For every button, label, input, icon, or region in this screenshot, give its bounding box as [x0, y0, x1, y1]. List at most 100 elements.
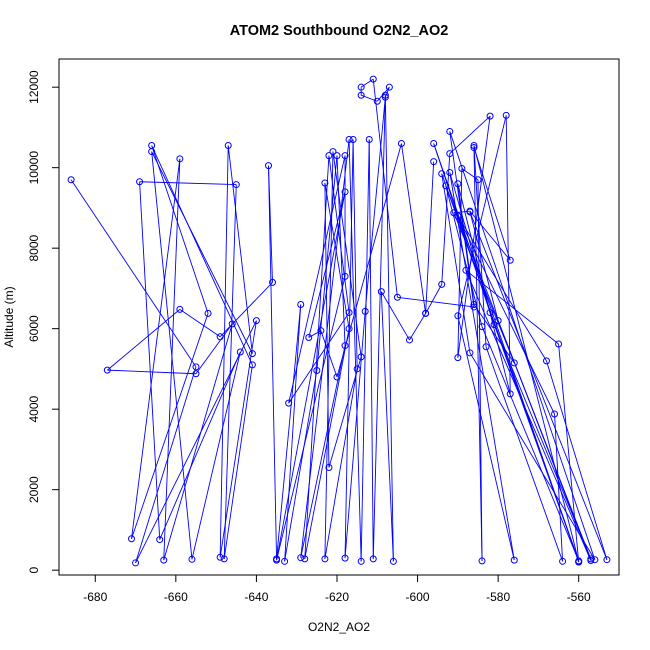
data-point [478, 557, 486, 565]
series-segment [139, 181, 161, 540]
data-point [341, 342, 349, 350]
data-point [454, 180, 462, 188]
x-tick-label: -620 [325, 590, 349, 604]
data-point [385, 83, 393, 91]
data-point [136, 178, 144, 186]
data-point [224, 142, 232, 150]
x-tick-label: -660 [164, 590, 188, 604]
chart-title: ATOM2 Southbound O2N2_AO2 [230, 23, 449, 39]
data-point [345, 325, 353, 333]
data-point [236, 348, 244, 356]
data-point [128, 535, 136, 543]
data-point [377, 288, 385, 296]
series-segment [139, 181, 237, 186]
series-segment [131, 313, 209, 539]
data-point [353, 365, 361, 373]
data-point [357, 91, 365, 99]
data-point [454, 212, 462, 220]
y-tick-label: 8000 [27, 235, 41, 262]
data-point [389, 557, 397, 565]
data-point [470, 303, 478, 311]
series-segment [485, 346, 564, 562]
y-tick-label: 4000 [27, 396, 41, 423]
data-point [442, 182, 450, 190]
series-segment [348, 139, 362, 562]
y-tick-label: 12000 [27, 70, 41, 104]
data-point [510, 359, 518, 367]
series-segment [300, 345, 346, 558]
series-segment [324, 182, 330, 468]
data-point [345, 309, 353, 317]
series-segment [131, 158, 181, 539]
data-point [482, 343, 490, 351]
data-point [285, 399, 293, 407]
data-point [365, 135, 373, 143]
data-point [103, 366, 111, 374]
series-segment [449, 115, 491, 154]
series-segment [159, 351, 241, 540]
data-point [232, 181, 240, 189]
series-segment [360, 78, 374, 88]
data-point [587, 555, 595, 563]
series-segment [425, 161, 435, 314]
data-point [281, 557, 289, 565]
data-point [176, 305, 184, 313]
data-point [397, 140, 405, 148]
data-point [462, 266, 470, 274]
series-segment [372, 79, 398, 298]
data-point [341, 188, 349, 196]
data-point [542, 357, 550, 365]
series-segment [107, 309, 181, 371]
data-point [273, 556, 281, 564]
series-segment [276, 191, 346, 561]
series-segment [469, 211, 608, 560]
series-segment [344, 311, 366, 559]
series-segment [457, 315, 515, 561]
series-segment [320, 330, 338, 378]
series-segment [505, 115, 511, 394]
data-point [446, 127, 454, 135]
data-point [341, 272, 349, 280]
data-point [188, 555, 196, 563]
data-point [369, 75, 377, 83]
series-segment [276, 276, 346, 561]
data-point [393, 293, 401, 301]
series-segment [457, 215, 547, 362]
series-segment [163, 323, 233, 561]
series-segment [191, 351, 241, 560]
series-segment [276, 304, 302, 559]
data-point [204, 309, 212, 317]
series-segment [441, 173, 471, 353]
data-point [317, 327, 325, 335]
data-point [148, 142, 156, 150]
series-segment [151, 145, 209, 314]
data-point [325, 464, 333, 472]
x-tick-label: -560 [567, 590, 591, 604]
data-point [474, 176, 482, 184]
series-segment [465, 269, 559, 345]
data-point [458, 164, 466, 172]
x-tick-label: -680 [83, 590, 107, 604]
series-segment [344, 139, 354, 559]
series-segment [364, 97, 386, 312]
data-point [349, 135, 357, 143]
data-point [192, 370, 200, 378]
data-point [446, 150, 454, 158]
data-point [132, 559, 140, 567]
data-point [551, 410, 559, 418]
data-point [446, 169, 454, 177]
data-point [430, 158, 438, 166]
series-segment [401, 143, 427, 314]
data-point [438, 170, 446, 178]
y-axis: 0 2000 4000 6000 8000 10000 12000 [27, 70, 60, 574]
series-segment [457, 116, 491, 358]
series-segment [324, 151, 334, 559]
data-point [369, 555, 377, 563]
series-segment [332, 151, 362, 357]
series-segment [151, 151, 253, 354]
series-segment [227, 145, 253, 354]
series-segment [469, 211, 499, 321]
data-point [297, 301, 305, 309]
series-segment [449, 172, 491, 313]
